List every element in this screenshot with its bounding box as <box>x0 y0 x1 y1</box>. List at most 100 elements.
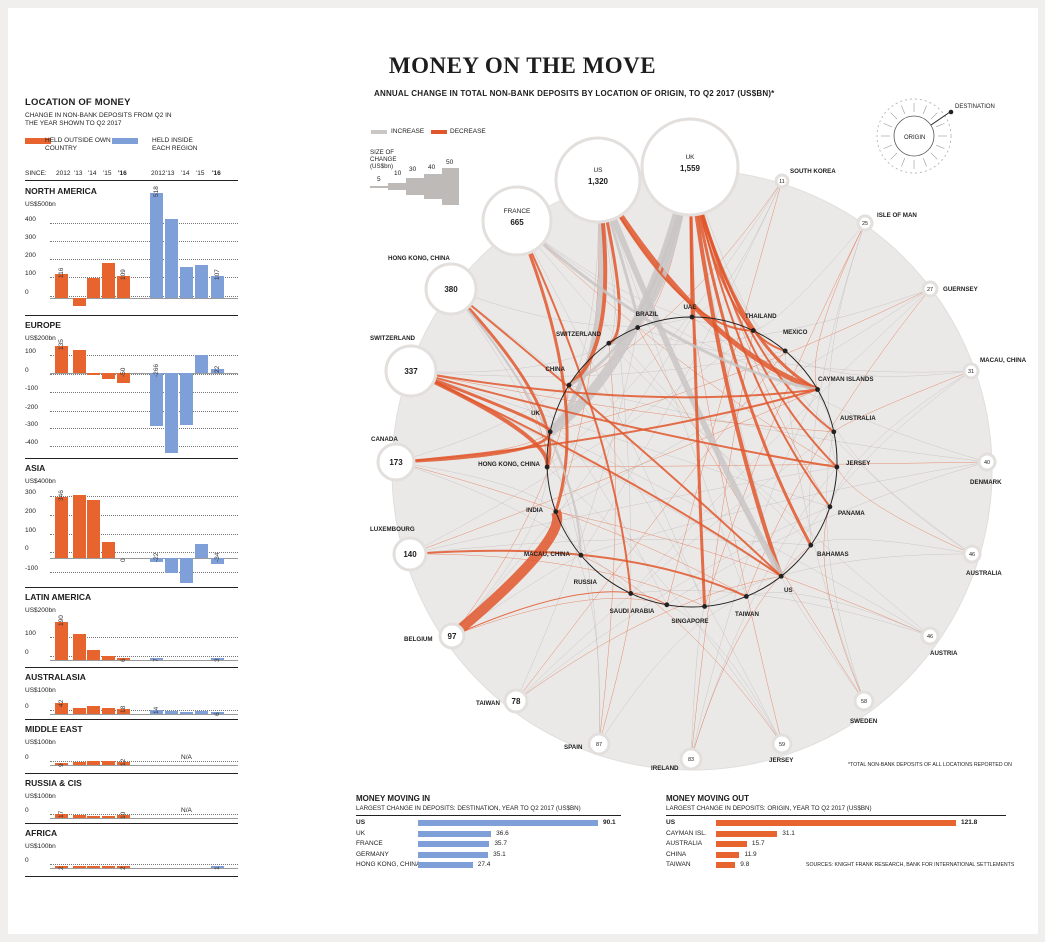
destination-bubble <box>384 344 438 398</box>
bar <box>117 373 130 383</box>
flow-line <box>516 220 811 546</box>
origin-legend-arrow <box>883 123 892 128</box>
data-label: 90.1 <box>603 819 616 826</box>
row-label: UK <box>356 829 366 837</box>
destination-label: SOUTH KOREA <box>790 168 836 175</box>
flow-line <box>598 596 747 745</box>
money-out-title: MONEY MOVING OUT <box>666 794 749 803</box>
bar <box>87 761 100 765</box>
size-value: 30 <box>409 166 417 173</box>
zero-line <box>50 298 238 299</box>
row-label: GERMANY <box>356 850 389 858</box>
flow-line <box>704 553 973 607</box>
page-title: MONEY ON THE MOVE <box>388 53 657 78</box>
row-label: CHINA <box>666 850 687 858</box>
bar <box>55 346 68 373</box>
flow-line <box>410 369 552 434</box>
money-out-subtitle: LARGEST CHANGE IN DEPOSITS: ORIGIN, YEAR… <box>666 805 872 812</box>
destination-bubble <box>921 280 939 298</box>
destination-bubble <box>962 544 982 564</box>
bar <box>195 711 208 714</box>
y-tick-label: 0 <box>25 857 29 864</box>
flow-line <box>555 288 931 512</box>
bar <box>150 558 163 562</box>
bar <box>102 373 115 379</box>
destination-label: CANADA <box>371 436 398 443</box>
y-tick-label: 300 <box>25 489 36 496</box>
destination-value: 87 <box>596 742 602 748</box>
destination-bubble <box>392 536 428 572</box>
origin-label: MEXICO <box>783 329 808 336</box>
bar <box>716 830 778 837</box>
money-in-rule <box>356 815 621 816</box>
flow-line <box>746 592 931 637</box>
page-subtitle: ANNUAL CHANGE IN TOTAL NON-BANK DEPOSITS… <box>374 89 775 98</box>
region-title: EUROPE <box>25 320 61 330</box>
bar <box>180 558 193 583</box>
destination-bubble <box>679 747 703 771</box>
divider <box>25 315 238 316</box>
gridline <box>50 392 238 393</box>
data-label: 9.8 <box>740 861 750 868</box>
zero-line <box>50 558 238 559</box>
data-label: 15.7 <box>751 840 765 847</box>
row-label: FRANCE <box>356 840 383 847</box>
destination-value: 140 <box>403 550 417 559</box>
bar <box>418 841 490 847</box>
gridline <box>50 515 238 516</box>
origin-label: SWITZERLAND <box>556 331 602 338</box>
legend-increase-label: INCREASE <box>391 128 425 135</box>
flow-line <box>833 370 972 433</box>
flow-line <box>410 370 830 508</box>
flow-line <box>826 431 865 702</box>
bar <box>418 851 489 858</box>
zero-line <box>50 714 238 715</box>
year-label: '15 <box>196 170 205 177</box>
flow-line <box>666 461 988 606</box>
origin-legend-inner <box>893 115 935 157</box>
gridline <box>50 411 238 412</box>
gridline <box>50 223 238 224</box>
y-tick-label: 0 <box>25 545 29 552</box>
bar <box>165 558 178 573</box>
origin-label: UAE <box>683 304 696 311</box>
bar <box>117 815 130 818</box>
money-in-title: MONEY MOVING IN <box>356 794 431 803</box>
region-unit: US$200bn <box>25 607 56 614</box>
y-tick-label: 100 <box>25 348 36 355</box>
region-unit: US$100bn <box>25 739 56 746</box>
flow-line <box>410 370 782 578</box>
y-tick-label: -200 <box>25 404 39 411</box>
flow-line <box>817 389 973 555</box>
flow-background-circle <box>392 170 992 770</box>
flow-line <box>690 606 705 760</box>
data-label: 35.1 <box>493 850 506 858</box>
origin-legend-arrow <box>922 158 927 167</box>
region-unit: US$100bn <box>25 793 56 800</box>
gridline <box>50 572 238 573</box>
origin-label: US <box>784 587 793 594</box>
region-title: RUSSIA & CIS <box>25 778 82 788</box>
flow-line <box>546 466 783 745</box>
flow-line <box>515 327 638 702</box>
flow-line <box>753 330 973 555</box>
destination-bubble <box>977 452 997 472</box>
gridline <box>50 374 238 375</box>
gridline <box>50 864 238 865</box>
origin-label: PANAMA <box>838 510 865 517</box>
gridline <box>50 496 238 497</box>
origin-node <box>743 594 749 599</box>
divider <box>25 587 238 588</box>
origin-legend-arrow <box>936 123 945 128</box>
region-unit: US$400bn <box>25 478 56 485</box>
origin-legend-arrow <box>890 112 898 120</box>
bar <box>117 658 130 660</box>
region-unit: US$100bn <box>25 687 56 694</box>
y-tick-label: 200 <box>25 508 36 515</box>
flow-line <box>515 220 569 513</box>
destination-label: ISLE OF MAN <box>877 212 917 219</box>
flow-line <box>746 288 931 597</box>
destination-label: AUSTRALIA <box>966 570 1002 577</box>
origin-legend-arrow <box>901 158 906 167</box>
data-label: 11.9 <box>744 850 757 858</box>
